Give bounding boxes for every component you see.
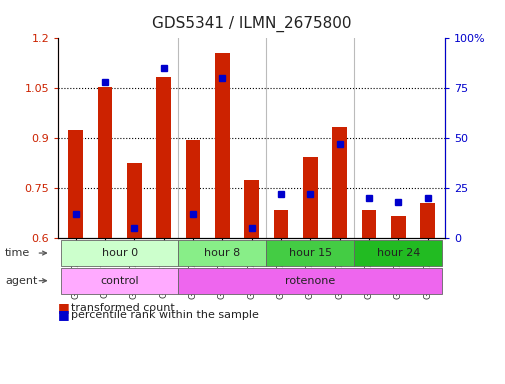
Text: hour 15: hour 15 — [288, 248, 331, 258]
Text: percentile rank within the sample: percentile rank within the sample — [71, 310, 258, 320]
Bar — [68, 130, 83, 238]
Bar — [127, 163, 141, 238]
Text: hour 8: hour 8 — [204, 248, 240, 258]
Bar — [361, 210, 376, 238]
Bar — [390, 217, 405, 238]
Text: ■: ■ — [58, 301, 70, 314]
Bar — [156, 77, 171, 238]
Text: time: time — [5, 248, 30, 258]
Bar — [215, 53, 229, 238]
Bar — [97, 87, 112, 238]
Text: GDS5341 / ILMN_2675800: GDS5341 / ILMN_2675800 — [152, 15, 351, 31]
Text: ■: ■ — [58, 308, 70, 321]
Bar — [273, 210, 288, 238]
Bar — [185, 140, 200, 238]
Bar — [244, 180, 259, 238]
Text: transformed count: transformed count — [71, 303, 174, 313]
Text: rotenone: rotenone — [285, 276, 335, 286]
Text: agent: agent — [5, 276, 37, 286]
Text: hour 24: hour 24 — [376, 248, 419, 258]
Bar — [302, 157, 317, 238]
Bar — [332, 127, 346, 238]
Text: hour 0: hour 0 — [102, 248, 137, 258]
Text: control: control — [100, 276, 139, 286]
Bar — [420, 203, 434, 238]
